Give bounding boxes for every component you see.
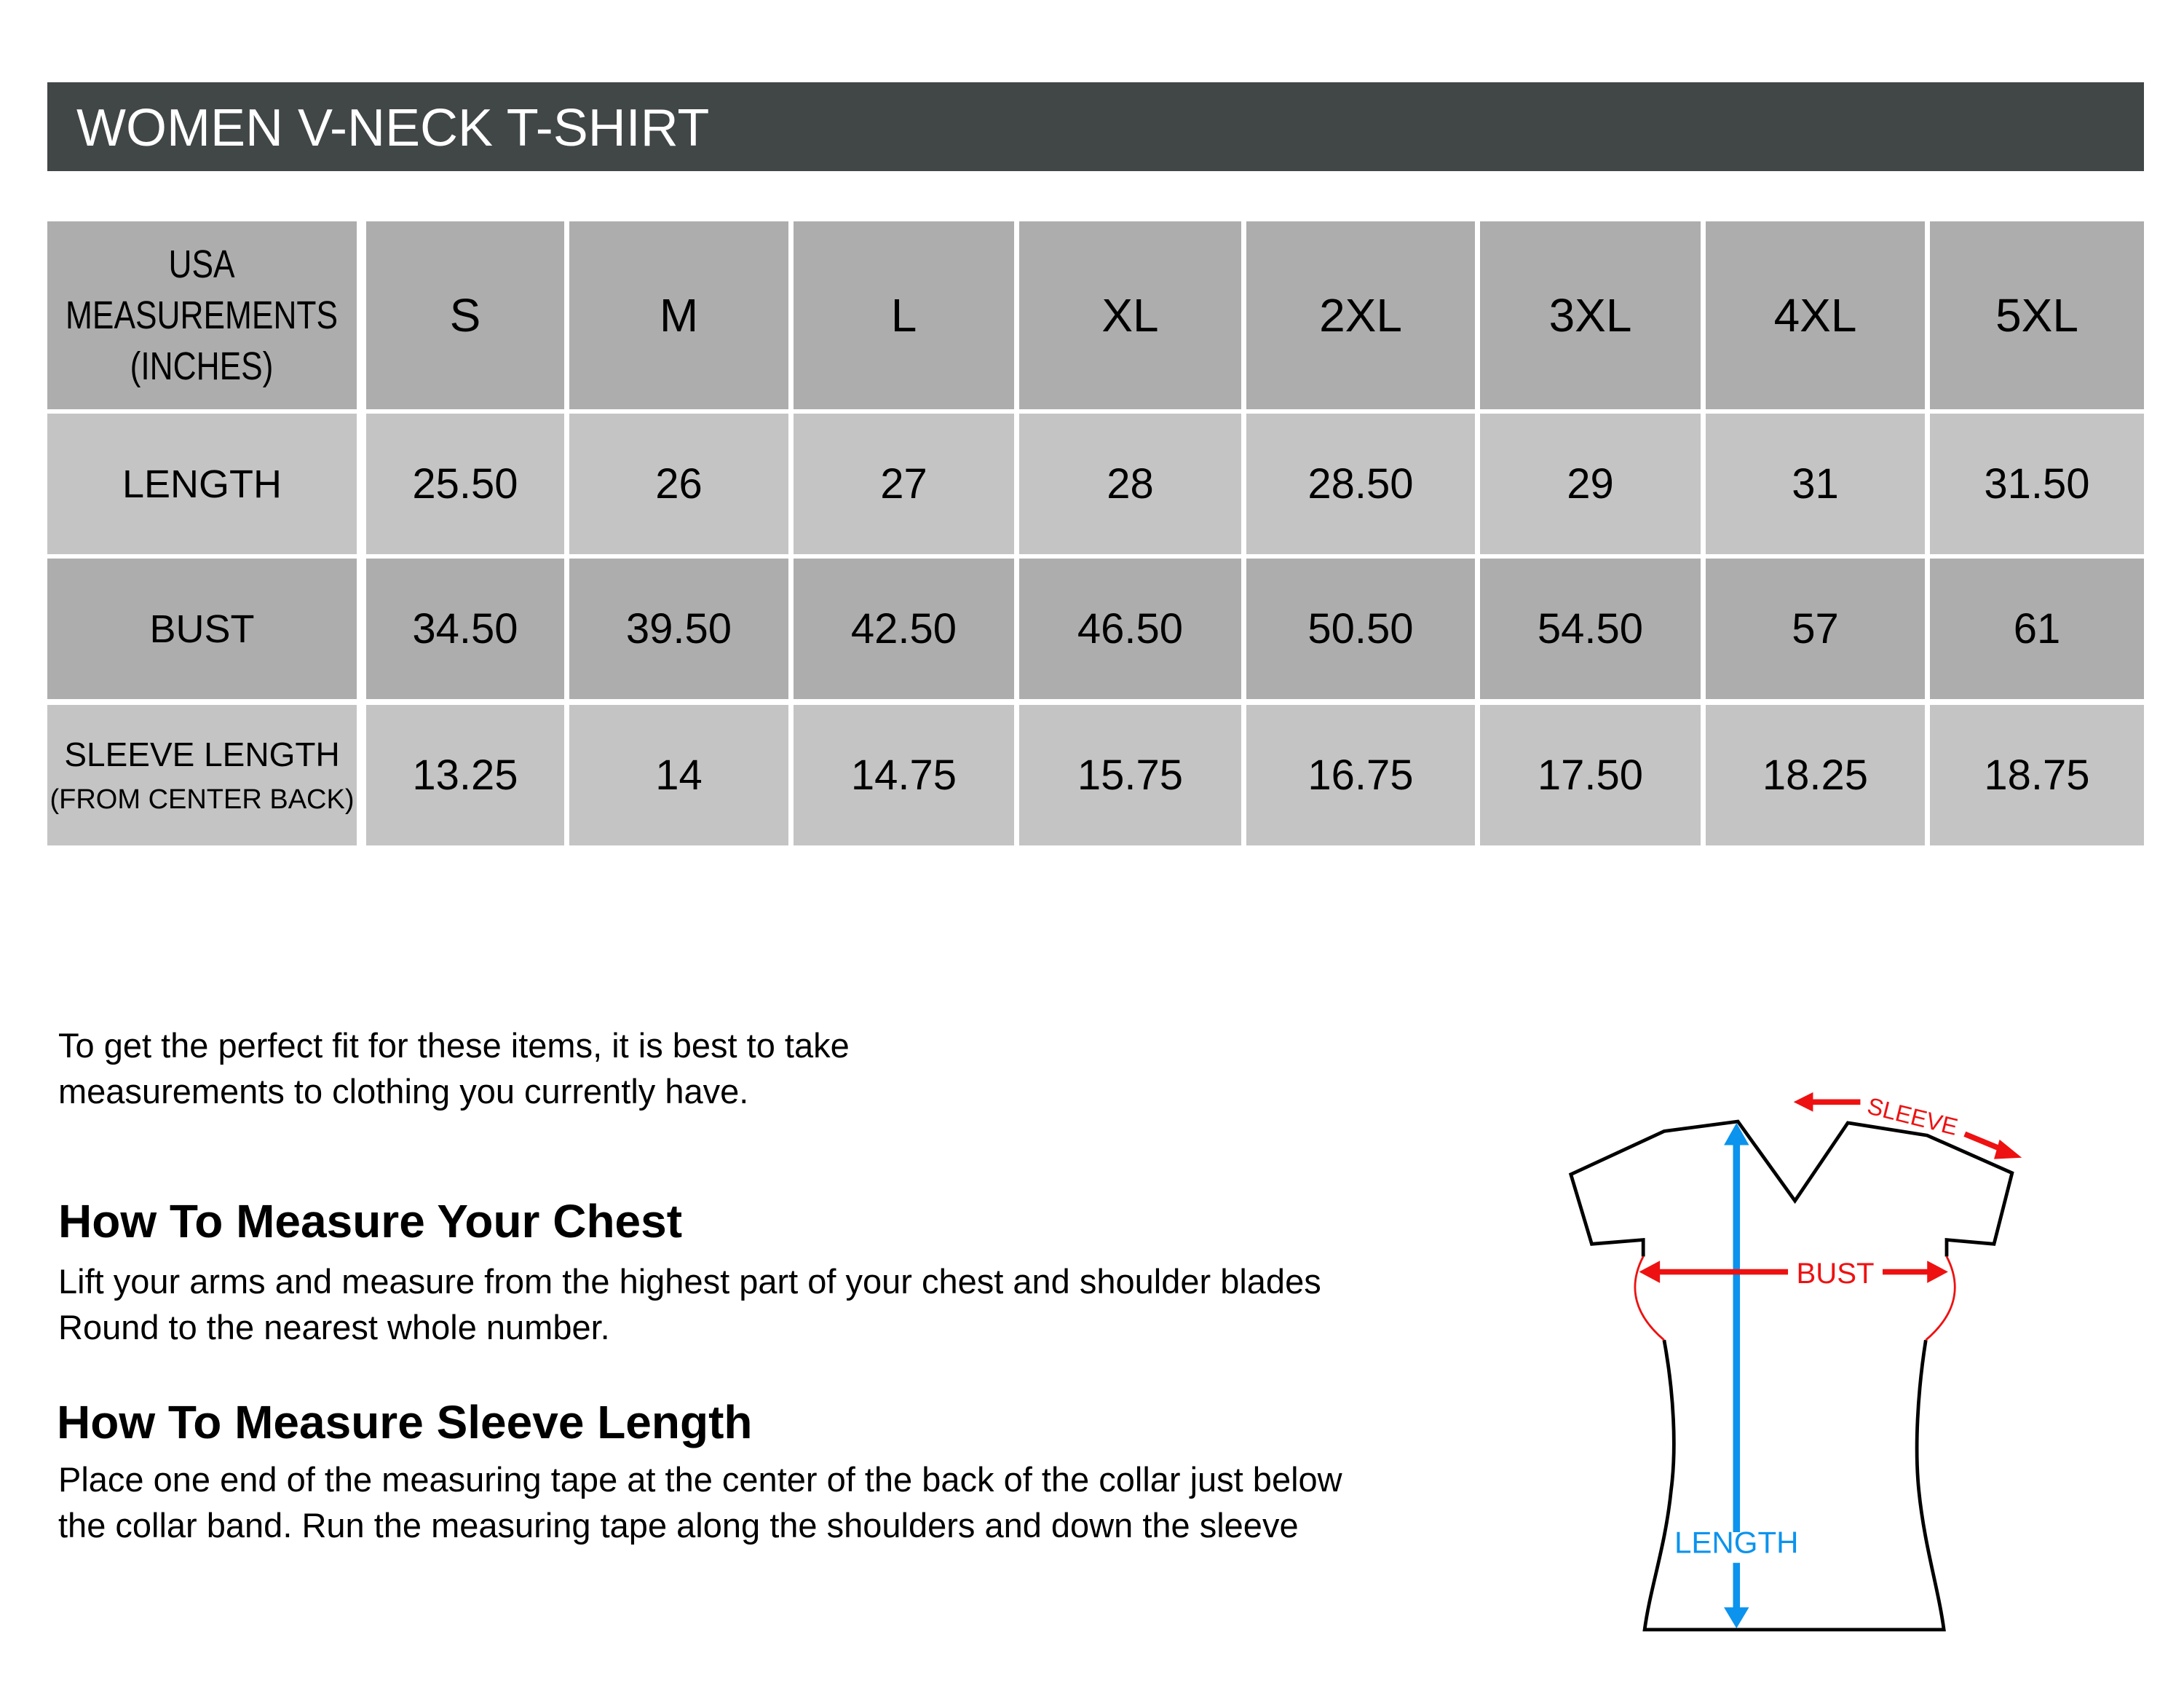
- length-label: LENGTH: [1674, 1526, 1799, 1560]
- value-cell: 31.50: [1930, 414, 2144, 554]
- size-header-cell: 4XL: [1706, 221, 1925, 409]
- row-label-cell: LENGTH: [47, 414, 357, 554]
- value-cell: 26: [569, 414, 788, 554]
- row-label-cell: SLEEVE LENGTH (FROM CENTER BACK): [47, 705, 357, 845]
- size-label: S: [449, 289, 481, 342]
- size-label: M: [659, 289, 699, 342]
- value-cell: 27: [794, 414, 1014, 554]
- measurement-value: 39.50: [625, 605, 732, 652]
- value-cell: 14.75: [794, 705, 1014, 845]
- shirt-outline: [1568, 1119, 2014, 1632]
- shirt-diagram: LENGTH BUST SLEEVE: [1568, 1092, 2022, 1632]
- measurement-value: 14: [655, 752, 703, 799]
- chest-body-line: Lift your arms and measure from the high…: [58, 1262, 1321, 1301]
- size-header-cell: L: [794, 221, 1014, 409]
- chest-body: Lift your arms and measure from the high…: [58, 1258, 1321, 1350]
- value-cell: 50.50: [1246, 559, 1475, 699]
- measurement-value: 17.50: [1537, 752, 1644, 799]
- sleeve-body: Place one end of the measuring tape at t…: [58, 1456, 1342, 1548]
- header-label-line: MEASUREMENTS: [66, 293, 339, 337]
- value-cell: 29: [1480, 414, 1701, 554]
- chest-heading: How To Measure Your Chest: [58, 1195, 683, 1247]
- measurement-value: 28.50: [1307, 460, 1414, 508]
- value-cell: 31: [1706, 414, 1925, 554]
- page-title: WOMEN V-NECK T-SHIRT: [76, 99, 710, 157]
- value-cell: 54.50: [1480, 559, 1701, 699]
- measurement-value: 46.50: [1077, 605, 1184, 652]
- size-header-cell: S: [366, 221, 564, 409]
- intro-text: To get the perfect fit for these items, …: [58, 1022, 850, 1114]
- value-cell: 25.50: [366, 414, 564, 554]
- row-label-cell: BUST: [47, 559, 357, 699]
- size-header-cell: 5XL: [1930, 221, 2144, 409]
- value-cell: 16.75: [1246, 705, 1475, 845]
- measurement-value: 13.25: [412, 752, 518, 799]
- length-arrow: LENGTH: [1674, 1122, 1799, 1628]
- value-cell: 61: [1930, 559, 2144, 699]
- value-cell: 18.25: [1706, 705, 1925, 845]
- measurement-value: 31.50: [1984, 460, 2090, 508]
- measurement-value: 29: [1567, 460, 1614, 508]
- bust-curves: [1634, 1255, 1956, 1341]
- value-cell: 34.50: [366, 559, 564, 699]
- title-bar: WOMEN V-NECK T-SHIRT: [47, 82, 2144, 171]
- value-cell: 57: [1706, 559, 1925, 699]
- size-label: 4XL: [1773, 289, 1857, 342]
- value-cell: 28: [1019, 414, 1241, 554]
- measurement-value: 61: [2013, 605, 2061, 652]
- row-label: SLEEVE LENGTH: [64, 735, 340, 773]
- measurement-value: 27: [880, 460, 927, 508]
- measurement-value: 54.50: [1537, 605, 1644, 652]
- measurement-value: 15.75: [1077, 752, 1184, 799]
- size-label: 5XL: [1995, 289, 2078, 342]
- value-cell: 15.75: [1019, 705, 1241, 845]
- measurement-value: 16.75: [1307, 752, 1414, 799]
- value-cell: 14: [569, 705, 788, 845]
- value-cell: 42.50: [794, 559, 1014, 699]
- measurement-value: 18.75: [1984, 752, 2090, 799]
- size-header-cell: 2XL: [1246, 221, 1475, 409]
- size-header-cell: 3XL: [1480, 221, 1701, 409]
- measurement-value: 14.75: [850, 752, 957, 799]
- row-label: BUST: [149, 607, 255, 651]
- row-label: LENGTH: [122, 462, 282, 506]
- value-cell: 39.50: [569, 559, 788, 699]
- value-cell: 46.50: [1019, 559, 1241, 699]
- size-header-cell: XL: [1019, 221, 1241, 409]
- measurement-value: 50.50: [1307, 605, 1414, 652]
- measurement-value: 31: [1792, 460, 1839, 508]
- header-label-line: (INCHES): [130, 344, 274, 388]
- measurement-value: 28: [1107, 460, 1154, 508]
- measurement-value: 25.50: [412, 460, 518, 508]
- sleeve-body-line: Place one end of the measuring tape at t…: [58, 1460, 1342, 1499]
- measurement-value: 26: [655, 460, 703, 508]
- size-label: L: [890, 289, 917, 342]
- sleeve-body-line: the collar band. Run the measuring tape …: [58, 1506, 1299, 1545]
- chest-body-line: Round to the nearest whole number.: [58, 1308, 610, 1346]
- measurement-value: 18.25: [1762, 752, 1869, 799]
- value-cell: 18.75: [1930, 705, 2144, 845]
- intro-line: To get the perfect fit for these items, …: [58, 1026, 850, 1065]
- header-label-line: USA: [168, 242, 236, 286]
- size-label: 3XL: [1548, 289, 1632, 342]
- measurement-value: 42.50: [850, 605, 957, 652]
- size-header-cell: M: [569, 221, 788, 409]
- intro-line: measurements to clothing you currently h…: [58, 1072, 749, 1111]
- size-label: 2XL: [1319, 289, 1402, 342]
- measurement-value: 34.50: [412, 605, 518, 652]
- bust-label: BUST: [1797, 1257, 1875, 1290]
- sleeve-heading: How To Measure Sleeve Length: [57, 1396, 753, 1448]
- value-cell: 17.50: [1480, 705, 1701, 845]
- header-label-cell: USA MEASUREMENTS (INCHES): [47, 221, 357, 409]
- sleeve-arrow: SLEEVE: [1793, 1092, 2022, 1159]
- bust-arrow: BUST: [1639, 1257, 1948, 1290]
- row-label-group: SLEEVE LENGTH (FROM CENTER BACK): [50, 735, 355, 816]
- row-sublabel: (FROM CENTER BACK): [50, 784, 355, 815]
- measurement-value: 57: [1792, 605, 1839, 652]
- size-label: XL: [1101, 289, 1159, 342]
- value-cell: 28.50: [1246, 414, 1475, 554]
- value-cell: 13.25: [366, 705, 564, 845]
